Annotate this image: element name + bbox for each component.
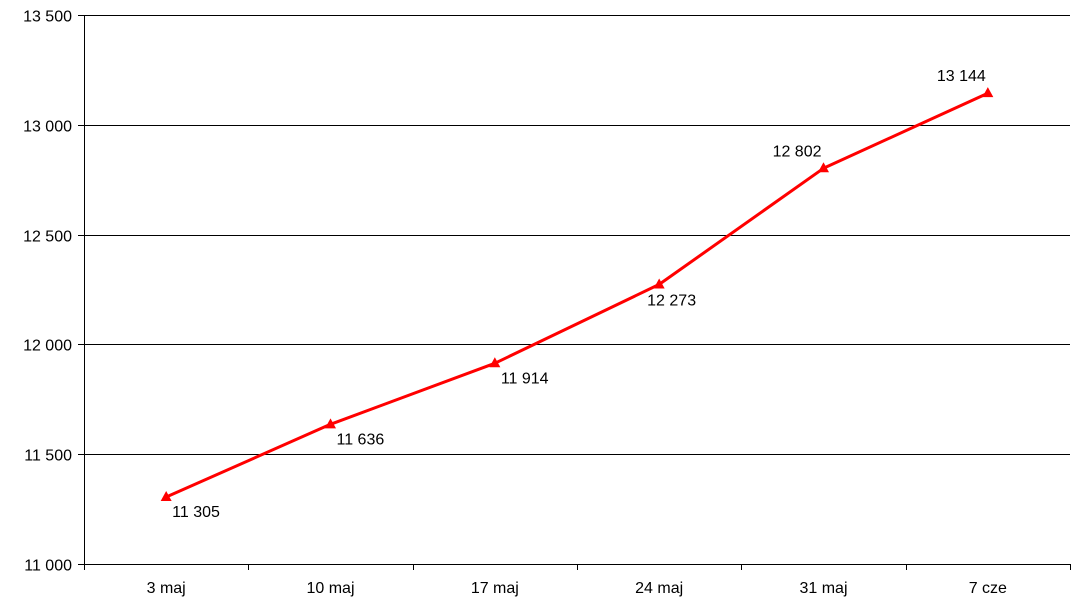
data-point-marker <box>982 87 994 98</box>
y-tick-label: 13 500 <box>23 9 72 26</box>
x-tick-label: 17 maj <box>471 580 519 597</box>
series-line <box>165 91 989 499</box>
data-point-marker <box>653 278 665 289</box>
y-tick-label: 12 000 <box>23 338 72 355</box>
data-labels: 11 305 11 636 11 914 12 273 12 802 13 144 <box>172 68 986 521</box>
data-label: 12 273 <box>647 292 696 309</box>
y-tick-label: 11 000 <box>24 558 72 575</box>
data-label: 12 802 <box>773 143 822 160</box>
gridlines <box>84 15 1070 455</box>
data-label: 13 144 <box>937 68 986 85</box>
data-point-marker <box>325 418 336 429</box>
y-tick-label: 13 000 <box>23 119 72 136</box>
data-point-marker <box>489 357 501 368</box>
y-tick-label: 12 500 <box>23 229 72 246</box>
x-tick-label: 7 cze <box>969 580 1007 597</box>
x-tick-label: 3 maj <box>147 580 186 597</box>
x-tick-label: 31 maj <box>799 580 847 597</box>
series-layer <box>160 87 994 502</box>
axes: 11 000 11 500 12 000 12 500 13 000 13 500 3 ma… <box>23 9 1071 597</box>
data-label: 11 914 <box>501 370 549 387</box>
x-tick-label: 10 maj <box>306 580 354 597</box>
data-label: 11 305 <box>172 504 220 521</box>
y-tick-label: 11 500 <box>24 448 72 465</box>
data-point-marker <box>160 491 172 502</box>
data-point-marker <box>818 162 829 173</box>
data-label: 11 636 <box>337 431 385 448</box>
x-tick-label: 24 maj <box>635 580 683 597</box>
